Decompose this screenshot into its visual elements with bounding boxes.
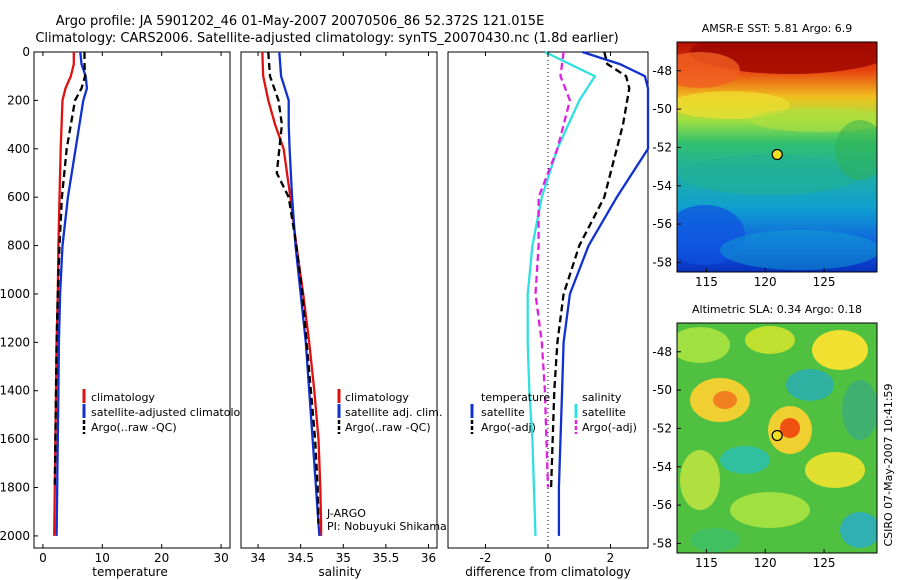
legend-label-argo: Argo(..raw -QC) — [345, 421, 431, 434]
legend-label-temp-argo: Argo(-adj) — [481, 421, 536, 434]
x-tick-label: 34 — [250, 551, 265, 565]
y-tick-label: -50 — [652, 383, 672, 397]
y-tick-label: -58 — [652, 255, 672, 269]
series-line-argo-raw-qc- — [53, 52, 87, 488]
difference-legend: temperature satellite Argo(-adj) salinit… — [470, 391, 637, 434]
temperature-xlabel: temperature — [92, 565, 167, 579]
x-tick-label: 0 — [544, 551, 552, 565]
y-tick-label: -58 — [652, 536, 672, 550]
salinity-axes-box — [240, 51, 438, 549]
series-line-salinity-satellite — [526, 50, 597, 536]
series-line-salinity-argo-adj- — [534, 51, 572, 488]
x-tick-label: -2 — [480, 551, 492, 565]
legend-label-satellite: satellite adj. clim. — [345, 406, 442, 419]
x-tick-label: 2 — [607, 551, 615, 565]
legend-label-climatology: climatology — [91, 391, 155, 404]
legend-label-satellite: satellite-adjusted climatology — [91, 406, 254, 419]
legend-label-argo: Argo(..raw -QC) — [91, 421, 177, 434]
y-tick-label: -54 — [652, 179, 672, 193]
x-tick-label: 125 — [813, 275, 836, 289]
y-tick-label: -50 — [652, 102, 672, 116]
series-line-temperature-satellite — [557, 50, 650, 536]
float-position-marker — [771, 429, 783, 442]
y-tick-label: -56 — [652, 217, 672, 231]
series-line-climatology — [53, 52, 75, 536]
legend-label-temp-satellite: satellite — [481, 406, 525, 419]
legend-label-sal-argo: Argo(-adj) — [582, 421, 637, 434]
series-line-satellite-adjusted-climatology — [55, 51, 89, 536]
sst-map-frame — [676, 41, 878, 273]
series-line-satellite-adj-clim- — [278, 51, 321, 536]
x-tick-label: 115 — [695, 556, 718, 570]
y-tick-label: 600 — [7, 190, 30, 204]
y-tick-label: -48 — [652, 345, 672, 359]
figure-title-line1: Argo profile: JA 5901202_46 01-May-2007 … — [56, 14, 545, 29]
y-tick-label: 400 — [7, 142, 30, 156]
y-tick-label: -48 — [652, 64, 672, 78]
figure-title-line2: Climatology: CARS2006. Satellite-adjuste… — [35, 31, 618, 46]
x-tick-label: 115 — [695, 275, 718, 289]
x-tick-label: 35 — [336, 551, 351, 565]
x-tick-label: 0 — [39, 551, 47, 565]
legend-label-climatology: climatology — [345, 391, 409, 404]
x-tick-label: 34.5 — [287, 551, 314, 565]
x-tick-label: 20 — [154, 551, 169, 565]
y-tick-label: -56 — [652, 498, 672, 512]
series-line-argo-raw-qc- — [267, 51, 320, 524]
x-tick-label: 36 — [421, 551, 436, 565]
float-program-label: J-ARGO — [326, 507, 366, 520]
y-tick-label: -52 — [652, 140, 672, 154]
temperature-panel: 0 10 20 30 0 200 400 600 800 1000 1200 1400 1600 180… — [0, 45, 254, 579]
legend-group-temperature: temperature — [481, 391, 550, 404]
difference-panel: -2 0 2 difference from climatology tempera… — [447, 50, 650, 579]
legend-group-salinity: salinity — [582, 391, 622, 404]
y-tick-label: 2000 — [0, 529, 30, 543]
salinity-legend: climatology satellite adj. clim. Argo(..… — [337, 389, 442, 434]
sla-map-panel: Altimetric SLA: 0.34 Argo: 0.18 115 120 12… — [652, 303, 878, 570]
sst-map-title: AMSR-E SST: 5.81 Argo: 6.9 — [702, 22, 853, 35]
salinity-panel: 34 34.5 35 35.5 36 salinity climatology sate… — [240, 51, 447, 579]
x-tick-label: 35.5 — [373, 551, 400, 565]
series-line-temperature-argo-adj- — [549, 51, 631, 488]
x-tick-label: 120 — [754, 556, 777, 570]
y-tick-label: 1400 — [0, 384, 30, 398]
temperature-legend: climatology satellite-adjusted climatolo… — [82, 389, 254, 434]
y-tick-label: -54 — [652, 460, 672, 474]
y-tick-label: 200 — [7, 93, 30, 107]
x-tick-label: 120 — [754, 275, 777, 289]
x-tick-label: 30 — [213, 551, 228, 565]
y-tick-label: 0 — [22, 45, 30, 59]
float-pi-label: PI: Nobuyuki Shikama — [327, 520, 447, 533]
temperature-axes-box — [33, 51, 231, 549]
y-tick-label: -52 — [652, 421, 672, 435]
y-tick-label: 1600 — [0, 432, 30, 446]
y-tick-label: 1000 — [0, 287, 30, 301]
x-tick-label: 125 — [813, 556, 836, 570]
salinity-xlabel: salinity — [318, 565, 361, 579]
sst-map-panel: AMSR-E SST: 5.81 Argo: 6.9 115 120 125 -48… — [652, 22, 878, 289]
sla-field — [677, 323, 877, 553]
y-tick-label: 1800 — [0, 481, 30, 495]
legend-label-sal-satellite: satellite — [582, 406, 626, 419]
x-tick-label: 10 — [95, 551, 110, 565]
y-tick-label: 800 — [7, 239, 30, 253]
float-position-marker — [771, 148, 783, 161]
sla-map-frame — [676, 322, 878, 554]
sla-map-title: Altimetric SLA: 0.34 Argo: 0.18 — [692, 303, 862, 316]
y-tick-label: 1200 — [0, 335, 30, 349]
source-timestamp-label: CSIRO 07-May-2007 10:41:59 — [882, 383, 895, 546]
difference-xlabel: difference from climatology — [465, 565, 631, 579]
